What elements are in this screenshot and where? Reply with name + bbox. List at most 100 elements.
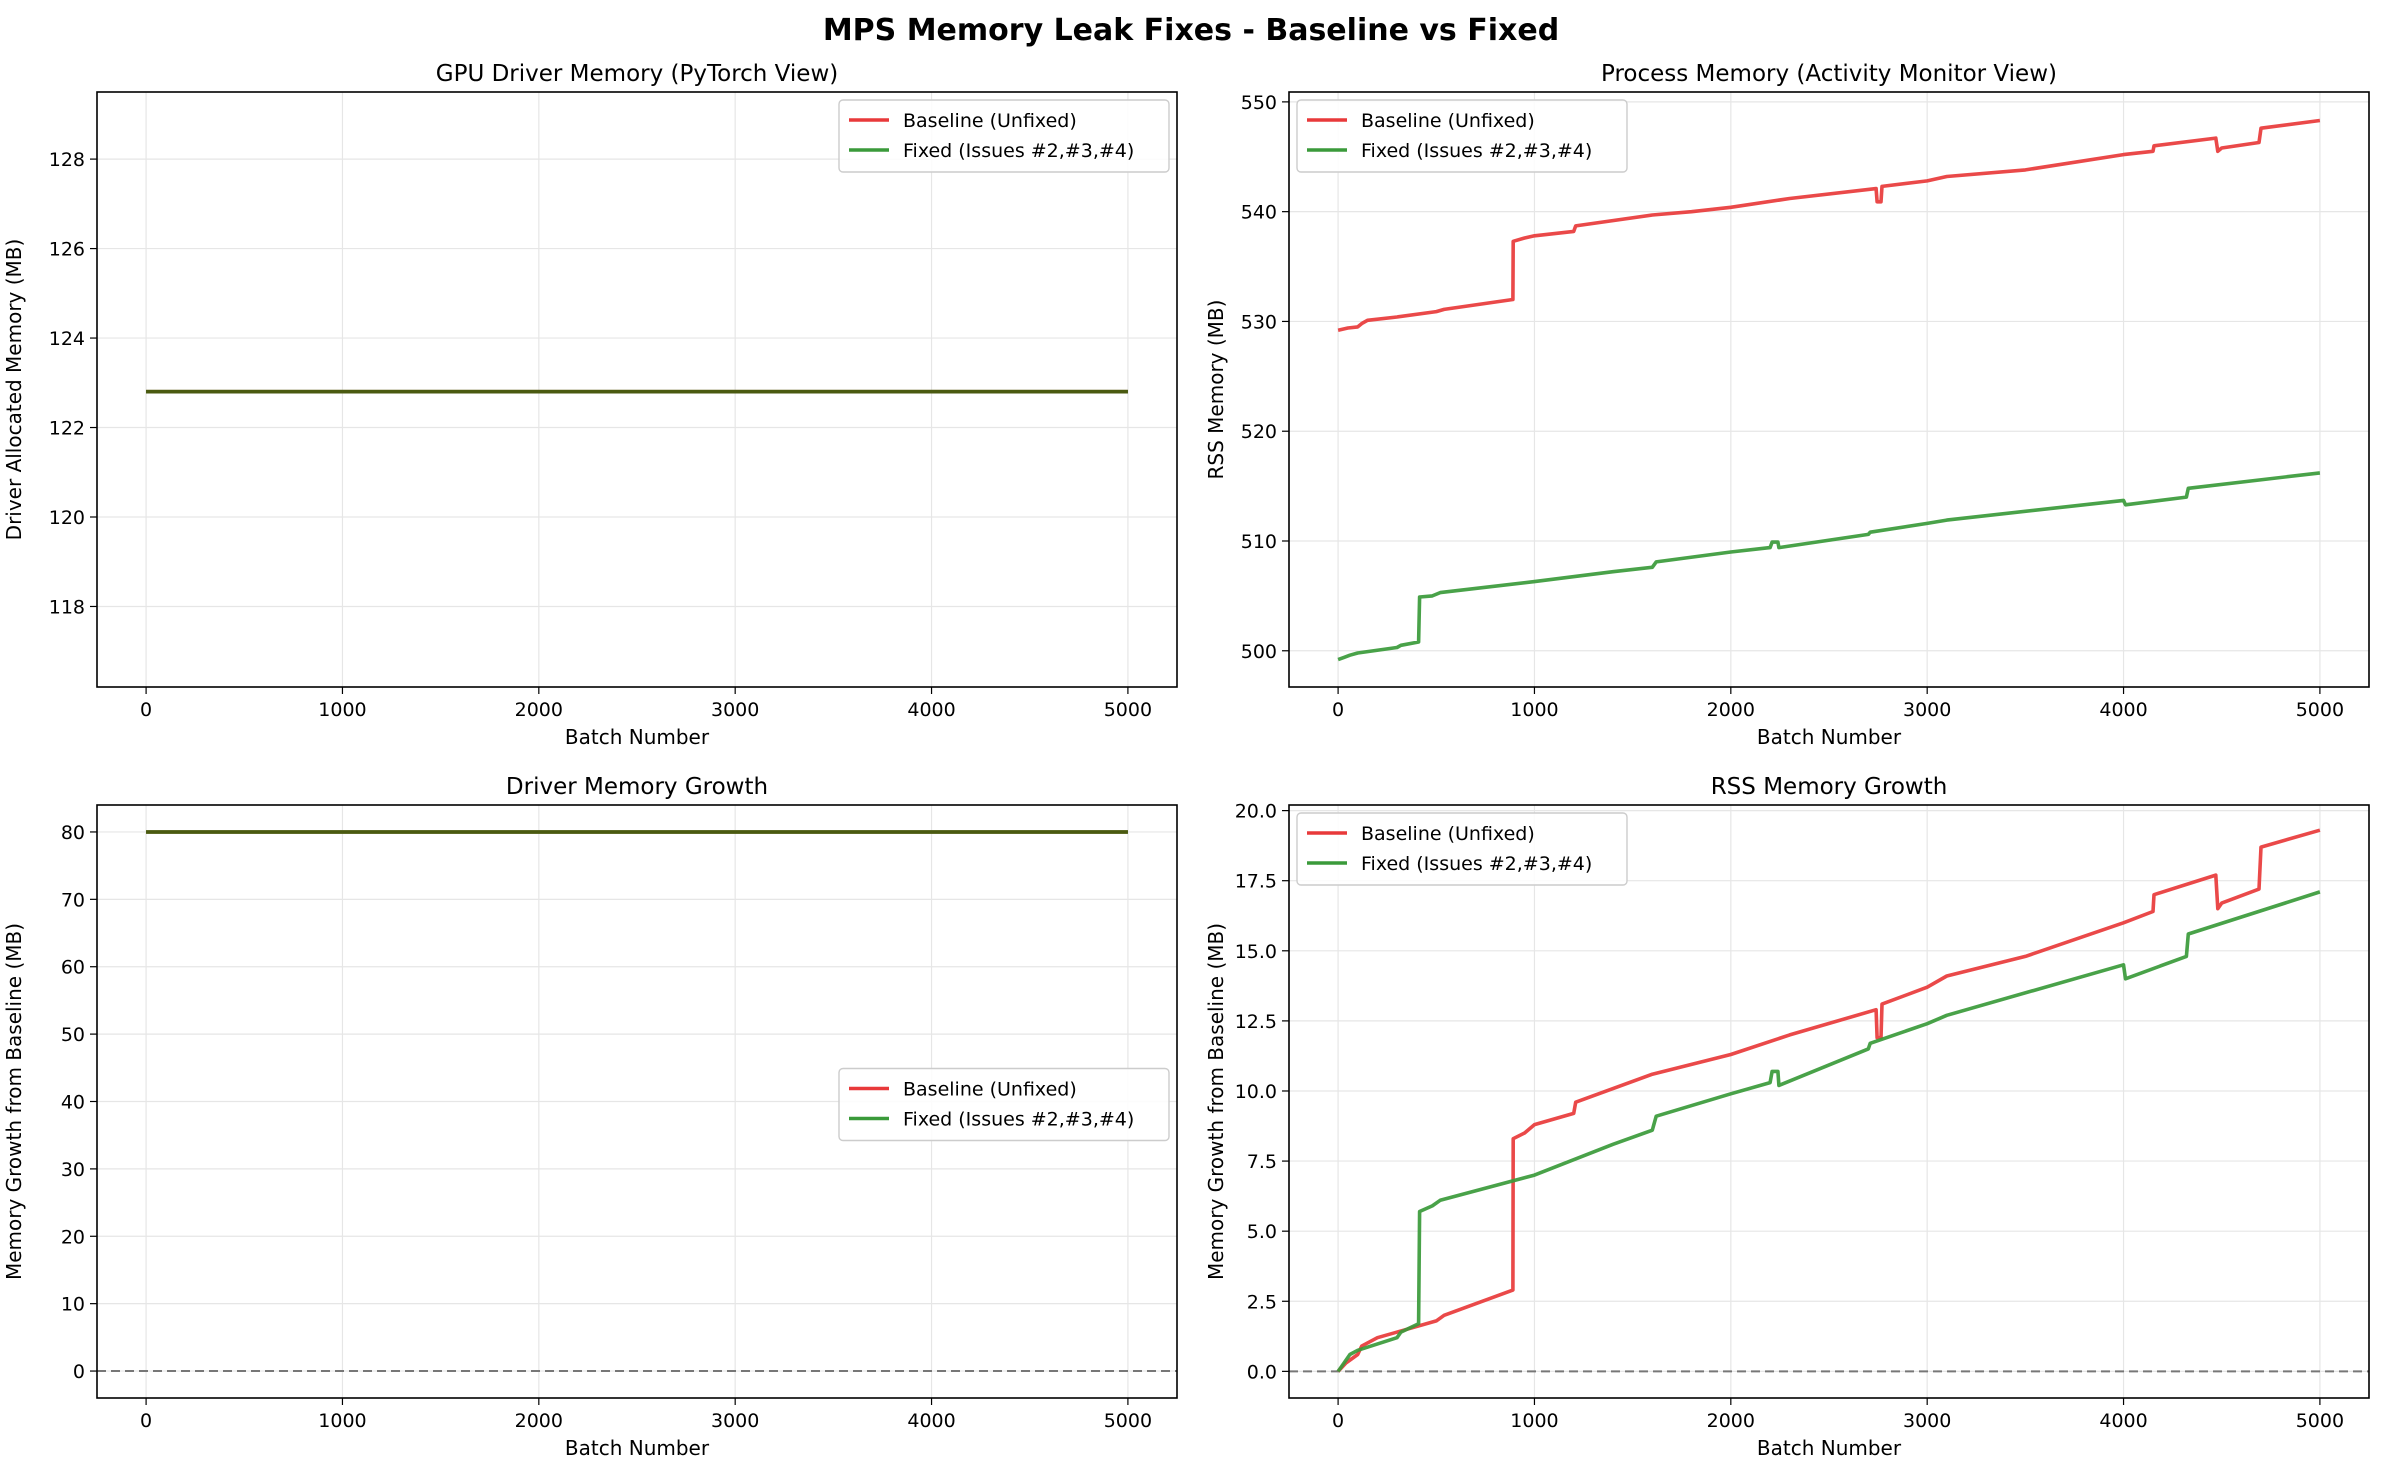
y-tick-label: 20.0 [1235,801,1277,823]
x-tick-label: 4000 [2099,1410,2147,1432]
legend-box [1296,99,1628,173]
chart-title: Process Memory (Activity Monitor View) [1601,61,2057,87]
y-tick-label: 520 [1241,421,1277,443]
x-tick-label: 1000 [1510,1410,1558,1432]
axes-frame [96,91,1178,688]
y-tick-label: 510 [1241,531,1277,553]
x-tick-label: 1000 [1510,699,1558,721]
legend: Baseline (Unfixed) Fixed (Issues #2,#3,#4… [838,1067,1170,1142]
plot-area [1337,118,2321,662]
axes-frame [96,804,1178,1399]
chart-title: Driver Memory Growth [506,774,768,800]
legend-label: Fixed (Issues #2,#3,#4) [903,1109,1134,1131]
legend-label: Baseline (Unfixed) [903,1079,1077,1101]
legend-label: Baseline (Unfixed) [1361,110,1535,132]
chart-panels: GPU Driver Memory (PyTorch View)0 1000 200… [2,61,2370,1460]
x-tick-label: 0 [140,1410,152,1432]
series-line-baseline [1337,118,2321,332]
series-line-fixed [1337,471,2321,662]
chart-panel: RSS Memory Growth 0 1000 2000 3000 4000 5000 0.… [1204,774,2370,1460]
y-axis-label: RSS Memory (MB) [1204,300,1228,480]
series-line-baseline [1336,828,2321,1373]
legend-box [838,1067,1170,1142]
axes-frame [1288,91,2370,688]
legend-label: Fixed (Issues #2,#3,#4) [903,140,1134,162]
y-tick-label: 17.5 [1235,871,1277,893]
legend: Baseline (Unfixed) Fixed (Issues #2,#3,#4… [1296,99,1628,173]
x-tick-label: 4000 [907,1410,955,1432]
x-tick-label: 4000 [907,699,955,721]
y-tick-label: 30 [61,1159,85,1181]
x-tick-label: 2000 [515,1410,563,1432]
legend: Baseline (Unfixed) Fixed (Issues #2,#3,#4… [1296,812,1628,886]
y-tick-label: 50 [61,1024,85,1046]
axes-frame [1288,804,2370,1399]
y-tick-label: 126 [49,239,85,261]
x-axis-label: Batch Number [565,1436,710,1460]
chart-title: RSS Memory Growth [1711,774,1948,800]
series-line-fixed [1336,890,2321,1373]
figure-title: MPS Memory Leak Fixes - Baseline vs Fixe… [823,13,1559,48]
x-tick-label: 3000 [711,1410,759,1432]
legend-label: Baseline (Unfixed) [1361,823,1535,845]
x-tick-label: 5000 [2296,699,2344,721]
y-tick-label: 530 [1241,311,1277,333]
y-tick-label: 540 [1241,202,1277,224]
x-axis-label: Batch Number [1757,725,1902,749]
y-tick-label: 122 [49,418,85,440]
y-tick-label: 118 [49,596,85,618]
y-tick-label: 12.5 [1235,1011,1277,1033]
x-tick-label: 5000 [2296,1410,2344,1432]
x-tick-label: 5000 [1104,699,1152,721]
y-axis-label: Memory Growth from Baseline (MB) [1204,923,1228,1280]
legend-box [1296,812,1628,886]
x-tick-label: 2000 [1707,1410,1755,1432]
x-tick-label: 0 [140,699,152,721]
chart-title: GPU Driver Memory (PyTorch View) [436,61,838,87]
y-tick-label: 10.0 [1235,1081,1277,1103]
y-tick-label: 128 [49,149,85,171]
x-axis-label: Batch Number [1757,1436,1902,1460]
chart-panel: GPU Driver Memory (PyTorch View) 0 1000 200… [2,61,1178,749]
y-tick-label: 7.5 [1247,1151,1277,1173]
y-tick-label: 5.0 [1247,1221,1277,1243]
chart-panel: Process Memory (Activity Monitor View) 0 1… [1204,61,2370,749]
x-tick-label: 0 [1332,699,1344,721]
y-tick-label: 40 [61,1092,85,1114]
legend-label: Fixed (Issues #2,#3,#4) [1361,853,1592,875]
y-tick-label: 15.0 [1235,941,1277,963]
y-tick-label: 550 [1241,92,1277,114]
legend: Baseline (Unfixed) Fixed (Issues #2,#3,#4… [838,99,1170,173]
x-tick-label: 3000 [1903,699,1951,721]
y-tick-label: 120 [49,507,85,529]
y-tick-label: 0 [73,1361,85,1383]
y-tick-label: 80 [61,822,85,844]
x-tick-label: 4000 [2099,699,2147,721]
y-tick-label: 500 [1241,641,1277,663]
legend-label: Fixed (Issues #2,#3,#4) [1361,140,1592,162]
x-tick-label: 1000 [318,699,366,721]
y-tick-label: 2.5 [1247,1291,1277,1313]
y-axis-label: Memory Growth from Baseline (MB) [2,923,26,1280]
y-tick-label: 20 [61,1226,85,1248]
legend-label: Baseline (Unfixed) [903,110,1077,132]
y-tick-label: 70 [61,889,85,911]
legend-box [838,99,1170,173]
x-axis-label: Batch Number [565,725,710,749]
y-axis-label: Driver Allocated Memory (MB) [2,239,26,541]
x-tick-label: 3000 [1903,1410,1951,1432]
y-tick-label: 10 [61,1294,85,1316]
x-tick-label: 2000 [1707,699,1755,721]
y-tick-label: 124 [49,328,85,350]
x-tick-label: 5000 [1104,1410,1152,1432]
y-tick-label: 60 [61,957,85,979]
plot-area [97,830,1177,1373]
x-tick-label: 0 [1332,1410,1344,1432]
x-tick-label: 3000 [711,699,759,721]
x-tick-label: 1000 [318,1410,366,1432]
plot-area [1289,828,2369,1373]
y-tick-label: 0.0 [1247,1361,1277,1383]
x-tick-label: 2000 [515,699,563,721]
